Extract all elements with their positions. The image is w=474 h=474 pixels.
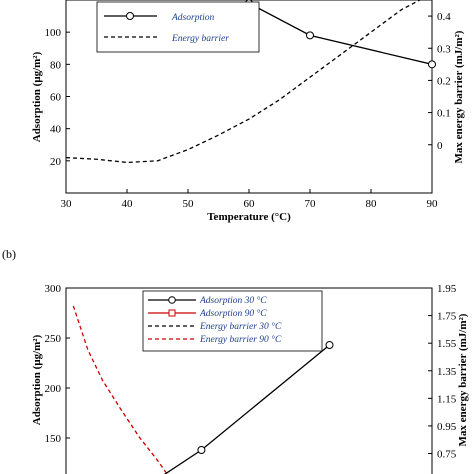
- panel-b: 150 200 250 300 0.75 0.95 1.15 1.35 1.55 1.75 1.95…: [31, 283, 469, 474]
- legend-marker-ads-90: [168, 309, 176, 317]
- panel-b-y2-axis-title: Max energy barrier (mJ/m²): [457, 313, 469, 446]
- y-tick-label: 40: [50, 124, 62, 136]
- y2-tick-label: 0.2: [437, 75, 451, 87]
- y2-tick-label: 1.95: [437, 283, 457, 295]
- legend-label-ads-90: Adsorption 90 °C: [199, 308, 267, 319]
- y2-tick-label: 0: [437, 140, 443, 152]
- y-tick-label: 100: [45, 27, 62, 39]
- panel-a-x-axis-title: Temperature (°C): [207, 211, 291, 223]
- y2-tick-label: 0.95: [437, 421, 457, 433]
- y2-tick-label: 1.55: [437, 338, 457, 350]
- adsorption-point: [306, 31, 314, 40]
- x-tick-label: 50: [183, 198, 195, 210]
- adsorption-30-point: [325, 341, 334, 349]
- series-energy-barrier-line: [66, 0, 422, 164]
- x-tick-label: 80: [366, 198, 378, 210]
- x-tick-label: 30: [61, 198, 73, 210]
- legend-label-adsorption: Adsorption: [171, 13, 214, 23]
- series-adsorption-30-line: [163, 344, 330, 474]
- legend-marker-adsorption: [126, 12, 134, 20]
- y-tick-label: 80: [50, 59, 62, 71]
- legend-label-ads-30: Adsorption 30 °C: [199, 295, 267, 306]
- y-tick-label: 20: [50, 156, 62, 168]
- y-tick-label: 200: [45, 383, 62, 395]
- panel-b-legend: Adsorption 30 °C Adsorption 90 °C Energy…: [142, 290, 323, 352]
- y-tick-label: 300: [45, 283, 62, 295]
- panel-b-label: (b): [2, 247, 16, 261]
- legend-marker-ads-30: [168, 296, 176, 304]
- legend-box: [96, 1, 260, 53]
- y-tick-label: 60: [50, 92, 62, 104]
- y2-tick-label: 1.35: [437, 366, 457, 378]
- x-tick-label: 40: [122, 198, 134, 210]
- y-tick-label: 150: [45, 433, 62, 445]
- panel-a-legend: Adsorption Energy barrier: [96, 1, 260, 53]
- y-tick-label: 250: [45, 333, 62, 345]
- legend-label-energy-barrier: Energy barrier: [171, 34, 229, 44]
- x-tick-label: 70: [305, 198, 317, 210]
- series-energy-barrier-90-line: [72, 305, 168, 474]
- y2-tick-label: 0.1: [437, 108, 451, 120]
- panel-b-y-axis-title: Adsorption (μg/m²): [31, 334, 43, 425]
- panel-a-y2-axis-title: Max energy barrier (mJ/m²): [453, 30, 465, 163]
- adsorption-point: [428, 60, 436, 69]
- panel-a-y-axis-title: Adsorption (μg/m²): [31, 51, 43, 142]
- x-tick-label: 90: [427, 198, 439, 210]
- y2-tick-label: 1.75: [437, 311, 457, 323]
- y2-tick-label: 0.4: [437, 11, 451, 23]
- panel-a: 30 40 50 60 70 80 90 20 40 60 80 100 0 0.1 0.2 0.3 0.4 A…: [31, 0, 465, 223]
- legend-label-eb-30: Energy barrier 30 °C: [199, 321, 282, 332]
- y2-tick-label: 0.75: [437, 449, 457, 461]
- x-tick-label: 60: [244, 198, 256, 210]
- y2-tick-label: 1.15: [437, 393, 457, 405]
- adsorption-30-point: [197, 446, 206, 454]
- legend-label-eb-90: Energy barrier 90 °C: [199, 334, 282, 345]
- y2-tick-label: 0.3: [437, 43, 451, 55]
